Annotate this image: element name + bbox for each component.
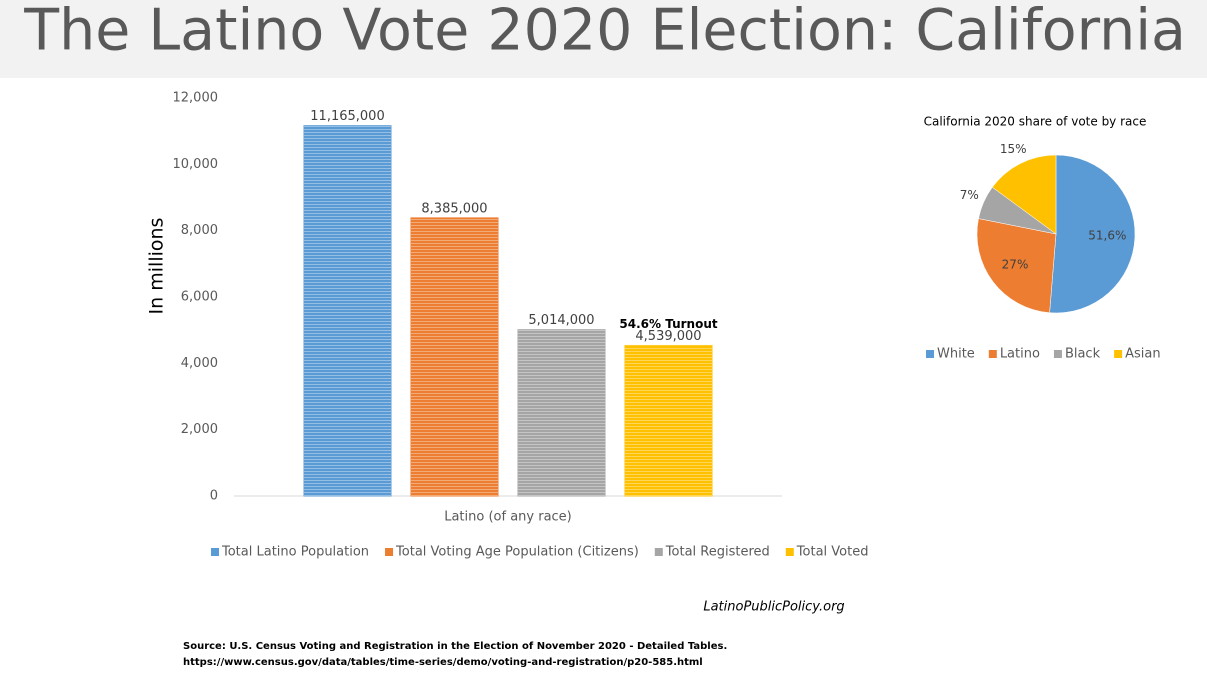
header-band [0,0,1207,78]
legend-swatch [1053,350,1062,358]
y-tick-label: 10,000 [173,157,219,172]
legend-label: Total Voted [796,545,869,560]
annotation: 54.6% Turnout [619,317,717,331]
slice-label: 51,6% [1088,229,1126,243]
pie-slice [976,218,1057,314]
y-tick-label: 8,000 [181,223,218,238]
y-tick-label: 12,000 [173,91,219,106]
y-axis-title: In millions [146,218,168,315]
legend-swatch [785,548,794,556]
legend-label: White [937,347,975,362]
legend-swatch [385,548,394,556]
y-tick-label: 0 [210,489,218,504]
legend-label: Total Latino Population [221,545,369,560]
y-tick-label: 2,000 [181,422,218,437]
legend-swatch [654,548,663,556]
legend-label: Asian [1125,347,1160,362]
pie-slice [1049,154,1136,314]
legend-label: Total Voting Age Population (Citizens) [395,545,639,560]
legend-label: Latino [1000,347,1040,362]
legend-swatch [1114,350,1123,358]
legend-swatch [926,350,934,358]
legend-label: Black [1065,347,1101,362]
y-tick-label: 4,000 [181,356,218,371]
bar-texture [304,125,391,497]
source-line: https://www.census.gov/data/tables/time-… [183,657,703,668]
value-label: 11,165,000 [310,109,384,124]
x-tick-label: Latino (of any race) [444,510,572,525]
pie-slice [992,154,1057,235]
pie-title: California 2020 share of vote by race [924,115,1147,129]
source-line: Source: U.S. Census Voting and Registrat… [183,641,727,652]
bar-texture [411,217,498,496]
legend-swatch [211,548,219,556]
value-label: 8,385,000 [421,201,487,216]
credit: LatinoPublicPolicy.org [703,600,844,615]
page-title: The Latino Vote 2020 Election: Californi… [23,0,1186,64]
slice-label: 27% [1002,257,1029,271]
bar-texture [625,345,712,496]
legend-label: Total Registered [665,545,770,560]
legend-swatch [988,350,997,358]
slice-label: 7% [960,188,979,202]
y-tick-label: 6,000 [181,290,218,305]
value-label: 4,539,000 [635,329,701,344]
slice-label: 15% [1000,142,1027,156]
bar-texture [518,329,605,496]
value-label: 5,014,000 [528,313,594,328]
